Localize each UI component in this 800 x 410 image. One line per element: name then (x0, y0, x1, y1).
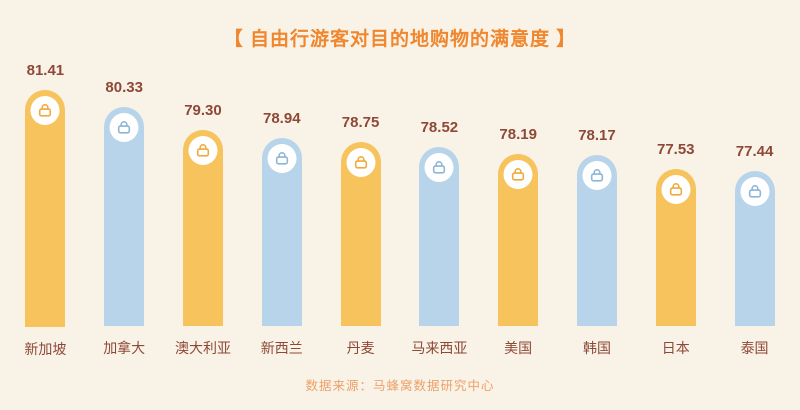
bar (182, 130, 223, 326)
bar (25, 90, 66, 327)
bar (734, 171, 775, 326)
shopping-bag-icon (275, 152, 288, 165)
bag-icon-circle (503, 160, 533, 189)
bag-icon-circle (424, 153, 454, 182)
bar (419, 147, 460, 326)
bag-icon-circle (109, 113, 139, 142)
bar (655, 169, 696, 326)
category-label: 韩国 (582, 340, 611, 356)
bag-icon-circle (740, 177, 770, 206)
bar-column: 78.17 韩国 (558, 62, 636, 360)
category-label: 马来西亚 (411, 340, 468, 356)
category-label: 澳大利亚 (174, 340, 231, 356)
shopping-bag-icon (118, 121, 131, 134)
bar (261, 138, 302, 326)
category-label: 新加坡 (24, 340, 67, 357)
shopping-bag-icon (669, 183, 682, 196)
bar-column: 78.52 马来西亚 (400, 62, 478, 360)
bar-column: 78.94 新西兰 (243, 62, 321, 360)
data-source-note: 数据来源：马蜂窝数据研究中心 (305, 379, 495, 393)
bar-value-label: 80.33 (105, 79, 143, 96)
bar (498, 154, 539, 326)
bag-icon-circle (346, 148, 376, 177)
shopping-bag-icon (590, 169, 604, 182)
bag-icon-circle (661, 175, 691, 204)
bar (340, 142, 381, 326)
bar-column: 80.33 加拿大 (85, 62, 163, 360)
bar-column: 81.41 新加坡 (6, 62, 84, 360)
bar-value-label: 79.30 (184, 102, 222, 119)
bar-value-label: 78.94 (263, 110, 301, 127)
bar (576, 155, 617, 326)
bag-icon-circle (582, 161, 612, 190)
bar-value-label: 78.52 (420, 119, 459, 136)
bar-column: 77.53 日本 (637, 62, 715, 360)
bag-icon-circle (267, 144, 297, 173)
shopping-bag-icon (748, 185, 761, 198)
bag-icon-circle (30, 96, 60, 125)
bar-column: 79.30 澳大利亚 (164, 62, 242, 360)
bar-value-label: 78.17 (578, 127, 616, 144)
bag-icon-circle (188, 136, 218, 165)
shopping-bag-icon (433, 161, 446, 174)
bar-value-label: 77.53 (656, 141, 695, 158)
category-label: 丹麦 (346, 340, 375, 356)
bar-value-label: 78.19 (499, 126, 537, 143)
bar-column: 77.44 泰国 (716, 62, 794, 360)
bar-column: 78.19 美国 (479, 62, 557, 360)
bar-value-label: 77.44 (735, 143, 774, 160)
bar-column: 78.75 丹麦 (322, 62, 400, 360)
category-label: 日本 (661, 340, 690, 356)
category-label: 泰国 (740, 340, 769, 356)
shopping-bag-icon (354, 156, 367, 169)
bar-value-label: 81.41 (26, 62, 65, 79)
bar (104, 107, 145, 326)
category-label: 新西兰 (260, 340, 303, 356)
bar-chart: 81.41 新加坡 80.33 加拿大 79.30 (0, 62, 800, 360)
shopping-bag-icon (512, 168, 525, 181)
shopping-bag-icon (196, 144, 210, 157)
category-label: 美国 (504, 340, 533, 356)
bar-value-label: 78.75 (341, 114, 380, 131)
category-label: 加拿大 (103, 340, 146, 356)
shopping-bag-icon (39, 104, 52, 117)
chart-title: 【 自由行游客对目的地购物的满意度 】 (223, 29, 577, 50)
